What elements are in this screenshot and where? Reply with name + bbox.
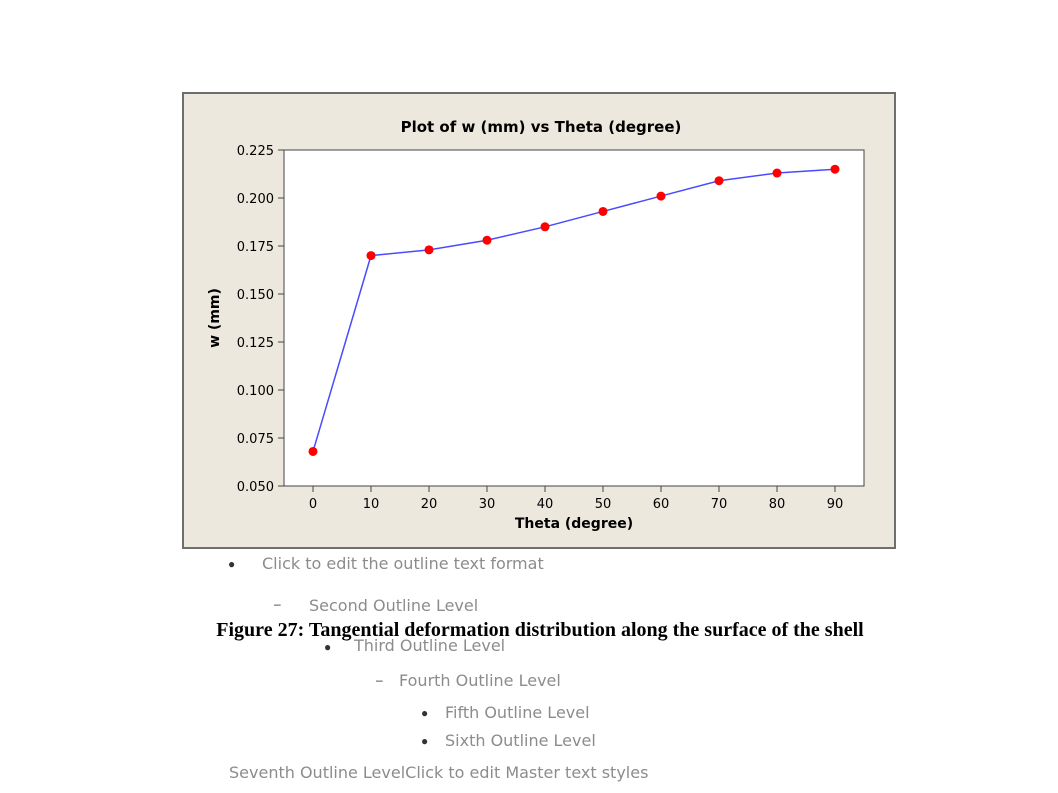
x-tick-label: 30 [479, 497, 496, 512]
outline-bullet-2: – [274, 597, 281, 611]
data-point [714, 176, 724, 186]
outline-level-7: Seventh Outline LevelClick to edit Maste… [229, 763, 649, 782]
outline-bullet-3: ● [324, 640, 332, 654]
outline-bullet-1: ● [228, 557, 236, 571]
outline-level-4: Fourth Outline Level [399, 671, 561, 690]
line-chart: Plot of w (mm) vs Theta (degree) 0.0500.… [207, 118, 865, 532]
outline-level-1: Click to edit the outline text format [262, 554, 544, 573]
y-tick-label: 0.225 [237, 144, 274, 159]
data-point [772, 168, 782, 178]
x-tick-label: 50 [595, 497, 612, 512]
outline-level-5: Fifth Outline Level [445, 703, 590, 722]
data-point [366, 251, 376, 261]
data-point [482, 235, 492, 245]
outline-level-2: Second Outline Level [309, 596, 479, 615]
x-tick-label: 60 [653, 497, 670, 512]
x-tick-label: 0 [309, 497, 317, 512]
y-tick-label: 0.100 [237, 384, 274, 399]
x-tick-label: 40 [537, 497, 554, 512]
chart-title: Plot of w (mm) vs Theta (degree) [401, 118, 682, 136]
x-tick-label: 10 [363, 497, 380, 512]
data-point [598, 206, 608, 216]
chart-frame: Plot of w (mm) vs Theta (degree) 0.050 0.… [182, 92, 896, 549]
y-tick-label: 0.200 [237, 192, 274, 207]
series-w [308, 164, 840, 456]
outline-bullet-6: ● [421, 734, 429, 748]
data-point [540, 222, 550, 232]
y-tick-label: 0.175 [237, 240, 274, 255]
data-point [656, 191, 666, 201]
x-tick-label: 90 [827, 497, 844, 512]
x-tick-label: 80 [769, 497, 786, 512]
outline-bullet-5: ● [421, 706, 429, 720]
series-line [312, 168, 836, 452]
data-point [830, 164, 840, 174]
outline-level-6: Sixth Outline Level [445, 731, 596, 750]
y-tick-label: 0.150 [237, 288, 274, 303]
y-tick-label: 0.075 [237, 432, 274, 447]
figure-caption: Figure 27: Tangential deformation distri… [216, 619, 864, 641]
x-tick-label: 20 [421, 497, 438, 512]
y-axis-label: w (mm) [207, 288, 223, 348]
data-point [308, 446, 318, 456]
y-tick-label: 0.050 [237, 480, 274, 495]
outline-level-3: Third Outline Level [354, 636, 506, 655]
x-tick-label: 70 [711, 497, 728, 512]
y-tick-label: 0.125 [237, 336, 274, 351]
data-point [424, 245, 434, 255]
outline-bullet-4: – [376, 673, 383, 687]
x-axis-label: Theta (degree) [515, 516, 633, 532]
y-axis: 0.050 0.075 0.100 0.125 0.150 0.175 0.200 0.225 [237, 144, 284, 495]
x-axis: 0 10 20 30 40 50 60 70 80 90 [309, 486, 843, 512]
plot-area [283, 149, 865, 487]
